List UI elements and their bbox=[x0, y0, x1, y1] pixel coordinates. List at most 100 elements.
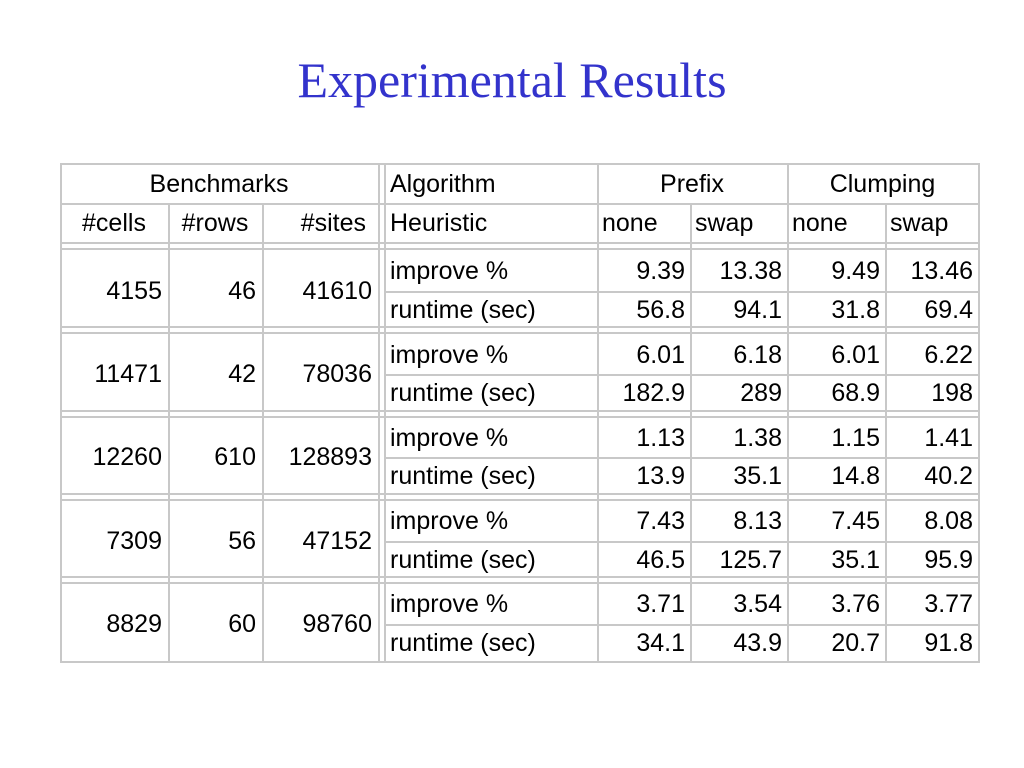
column-rule bbox=[262, 203, 264, 663]
improve-label: improve % bbox=[390, 257, 509, 285]
rows-value: 42 bbox=[228, 360, 256, 388]
improve-value: 6.01 bbox=[636, 341, 685, 369]
algorithm-header: Algorithm bbox=[390, 170, 496, 198]
column-rule bbox=[597, 163, 599, 663]
runtime-value: 31.8 bbox=[831, 296, 880, 324]
runtime-label: runtime (sec) bbox=[390, 296, 536, 324]
improve-value: 7.45 bbox=[831, 507, 880, 535]
runtime-value: 35.1 bbox=[733, 462, 782, 490]
rows-header: #rows bbox=[181, 209, 249, 237]
improve-value: 9.39 bbox=[636, 257, 685, 285]
improve-value: 6.22 bbox=[924, 341, 973, 369]
cells-value: 12260 bbox=[92, 443, 162, 471]
sites-value: 98760 bbox=[302, 609, 372, 638]
block-divider bbox=[60, 410, 978, 412]
rows-value: 46 bbox=[228, 276, 256, 305]
improve-value: 3.71 bbox=[636, 590, 685, 618]
improve-value: 1.38 bbox=[733, 424, 782, 452]
runtime-value: 94.1 bbox=[733, 296, 782, 324]
runtime-value: 40.2 bbox=[924, 462, 973, 490]
runtime-value: 13.9 bbox=[636, 462, 685, 490]
improve-label: improve % bbox=[390, 424, 509, 452]
improve-value: 1.13 bbox=[636, 424, 685, 452]
cells-header: #cells bbox=[82, 209, 146, 237]
block-divider bbox=[60, 582, 978, 584]
section-divider bbox=[378, 163, 380, 663]
clumping-none-header: none bbox=[792, 209, 848, 237]
sites-value: 78036 bbox=[302, 360, 372, 388]
block-divider bbox=[60, 416, 978, 418]
runtime-value: 14.8 bbox=[831, 462, 880, 490]
block-divider bbox=[60, 326, 978, 328]
improve-value: 8.13 bbox=[733, 507, 782, 535]
improve-value: 13.38 bbox=[719, 257, 782, 285]
header-rule bbox=[60, 248, 978, 250]
cells-value: 7309 bbox=[106, 526, 162, 555]
prefix-none-header: none bbox=[602, 209, 658, 237]
runtime-value: 46.5 bbox=[636, 546, 685, 574]
improve-label: improve % bbox=[390, 507, 509, 535]
column-rule bbox=[690, 203, 692, 663]
rows-value: 60 bbox=[228, 609, 256, 638]
runtime-value: 289 bbox=[740, 379, 782, 407]
column-rule bbox=[787, 163, 789, 663]
cells-value: 4155 bbox=[106, 276, 162, 305]
improve-value: 8.08 bbox=[924, 507, 973, 535]
runtime-label: runtime (sec) bbox=[390, 546, 536, 574]
block-divider bbox=[60, 493, 978, 495]
improve-value: 1.41 bbox=[924, 424, 973, 452]
section-divider bbox=[384, 163, 386, 663]
benchmarks-header: Benchmarks bbox=[149, 170, 289, 198]
row-rule bbox=[384, 624, 978, 626]
runtime-label: runtime (sec) bbox=[390, 462, 536, 490]
column-rule bbox=[885, 203, 887, 663]
rows-value: 610 bbox=[214, 443, 256, 471]
sites-value: 47152 bbox=[302, 526, 372, 555]
improve-value: 6.01 bbox=[831, 341, 880, 369]
improve-value: 7.43 bbox=[636, 507, 685, 535]
row-rule bbox=[384, 374, 978, 376]
row-rule bbox=[384, 291, 978, 293]
row-rule bbox=[384, 541, 978, 543]
cells-value: 8829 bbox=[106, 609, 162, 638]
runtime-value: 125.7 bbox=[719, 546, 782, 574]
heuristic-header: Heuristic bbox=[390, 209, 488, 237]
runtime-value: 182.9 bbox=[622, 379, 685, 407]
block-divider bbox=[60, 499, 978, 501]
runtime-value: 198 bbox=[931, 379, 973, 407]
header-rule bbox=[60, 203, 978, 205]
runtime-value: 95.9 bbox=[924, 546, 973, 574]
runtime-value: 91.8 bbox=[924, 629, 973, 657]
rows-value: 56 bbox=[228, 526, 256, 555]
runtime-value: 56.8 bbox=[636, 296, 685, 324]
header-rule bbox=[60, 242, 978, 244]
sites-value: 41610 bbox=[302, 276, 372, 305]
runtime-value: 68.9 bbox=[831, 379, 880, 407]
runtime-value: 34.1 bbox=[636, 629, 685, 657]
block-divider bbox=[60, 576, 978, 578]
sites-header: #sites bbox=[300, 209, 366, 237]
page-title: Experimental Results bbox=[297, 52, 727, 108]
clumping-swap-header: swap bbox=[890, 209, 949, 237]
improve-label: improve % bbox=[390, 341, 509, 369]
block-divider bbox=[60, 332, 978, 334]
runtime-value: 35.1 bbox=[831, 546, 880, 574]
improve-value: 13.46 bbox=[910, 257, 973, 285]
prefix-swap-header: swap bbox=[695, 209, 754, 237]
improve-value: 9.49 bbox=[831, 257, 880, 285]
improve-value: 3.77 bbox=[924, 590, 973, 618]
row-rule bbox=[384, 457, 978, 459]
cells-value: 11471 bbox=[94, 360, 162, 388]
runtime-value: 69.4 bbox=[924, 296, 973, 324]
runtime-label: runtime (sec) bbox=[390, 379, 536, 407]
runtime-value: 43.9 bbox=[733, 629, 782, 657]
improve-value: 3.54 bbox=[733, 590, 782, 618]
column-rule bbox=[168, 203, 170, 663]
improve-label: improve % bbox=[390, 590, 509, 618]
runtime-value: 20.7 bbox=[831, 629, 880, 657]
sites-value: 128893 bbox=[288, 443, 372, 471]
improve-value: 6.18 bbox=[733, 341, 782, 369]
improve-value: 1.15 bbox=[831, 424, 880, 452]
clumping-header: Clumping bbox=[829, 170, 936, 198]
runtime-label: runtime (sec) bbox=[390, 629, 536, 657]
